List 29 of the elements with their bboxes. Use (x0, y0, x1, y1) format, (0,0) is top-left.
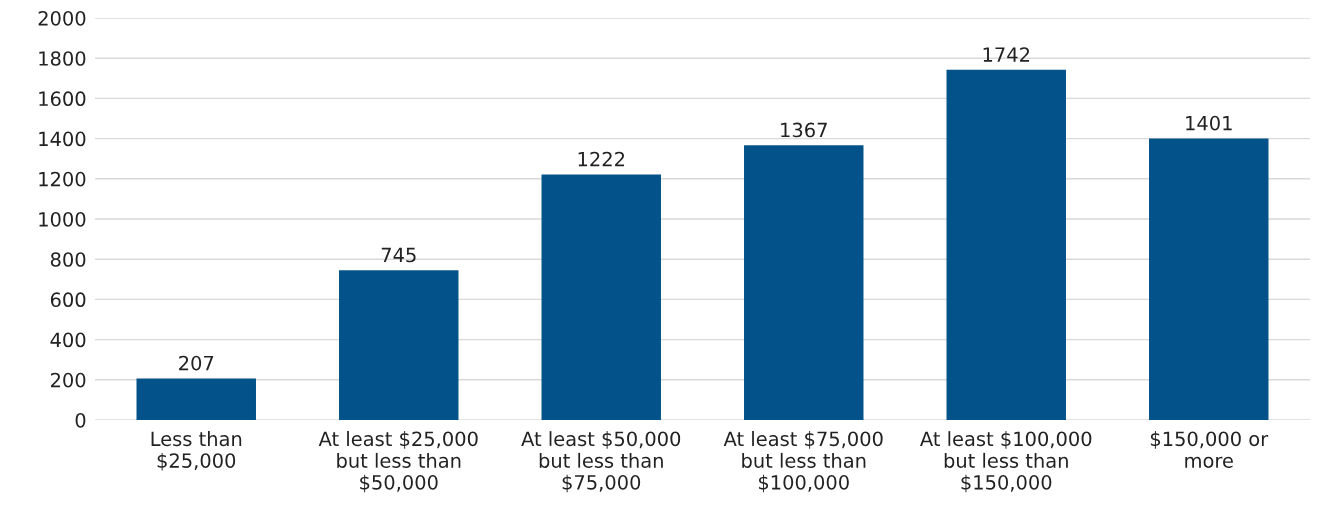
x-tick-label: $150,000 or more (1150, 431, 1269, 468)
y-tick-label: 1000 (39, 211, 86, 227)
x-tick-label: At least $75,000 but less than $100,000 (723, 431, 883, 493)
x-tick-label: At least $50,000 but less than $75,000 (521, 431, 681, 493)
bar (946, 69, 1066, 420)
y-tick-label: 400 (50, 332, 86, 348)
y-tick-label: 1800 (39, 51, 86, 66)
data-label: 1742 (983, 47, 1030, 62)
data-label: 207 (179, 355, 214, 371)
bar (1149, 138, 1269, 420)
bar (136, 378, 256, 420)
bar (744, 145, 864, 420)
bar (339, 270, 459, 420)
y-tick-label: 200 (50, 372, 86, 388)
y-tick-label: 800 (50, 252, 86, 267)
bar (541, 174, 661, 420)
y-tick-label: 1400 (39, 131, 86, 147)
data-label: 1222 (578, 151, 625, 167)
data-label: 1367 (781, 122, 827, 138)
x-tick-label: At least $100,000 but less than $150,000 (920, 431, 1092, 493)
y-tick-label: 2000 (38, 10, 86, 26)
y-tick-label: 0 (75, 412, 86, 428)
data-label: 1401 (1186, 115, 1232, 131)
y-tick-label: 600 (50, 292, 86, 308)
x-tick-label: At least $25,000 but less than $50,000 (318, 431, 478, 493)
y-tick-label: 1200 (39, 171, 86, 187)
x-tick-label: Less than $25,000 (151, 431, 242, 471)
y-tick-label: 1600 (39, 91, 86, 107)
data-label: 745 (381, 247, 416, 263)
